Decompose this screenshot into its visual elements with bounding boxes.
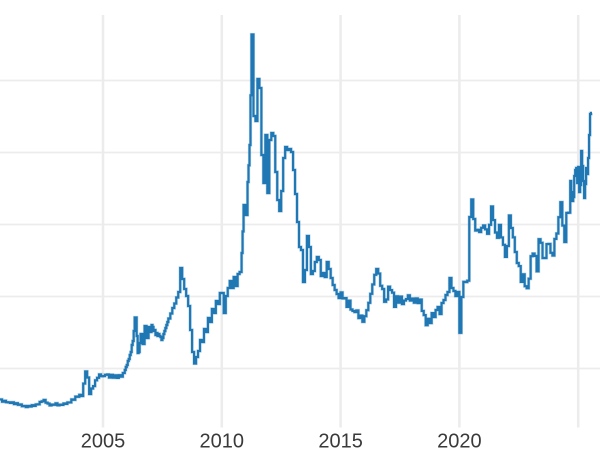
svg-text:2020: 2020: [437, 431, 482, 450]
svg-text:2005: 2005: [81, 431, 126, 450]
svg-text:2010: 2010: [200, 431, 245, 450]
svg-text:2015: 2015: [318, 431, 363, 450]
